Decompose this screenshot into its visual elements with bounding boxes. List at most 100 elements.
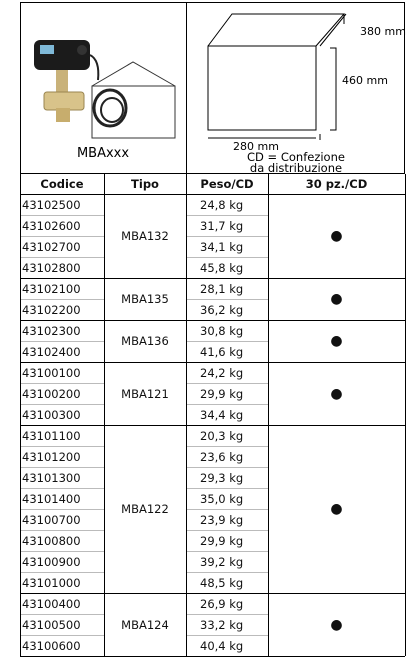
codice: 43100200 xyxy=(22,386,81,401)
row-rule xyxy=(186,341,268,342)
tipo: MBA136 xyxy=(121,334,169,348)
row-rule xyxy=(20,467,104,468)
group-rule xyxy=(20,320,405,321)
codice: 43102200 xyxy=(22,302,81,317)
group-rule xyxy=(20,593,405,594)
codice: 43100300 xyxy=(22,407,81,422)
row-rule xyxy=(186,509,268,510)
header-rule xyxy=(20,194,405,195)
peso: 31,7 kg xyxy=(200,218,244,233)
column-header: Peso/CD xyxy=(200,177,254,191)
codice: 43102600 xyxy=(22,218,81,233)
row-rule xyxy=(20,383,104,384)
codice: 43102800 xyxy=(22,260,81,275)
codice: 43102300 xyxy=(22,323,81,338)
pieces-mark: ● xyxy=(330,616,343,633)
codice: 43102400 xyxy=(22,344,81,359)
row-rule xyxy=(20,509,104,510)
tipo: MBA132 xyxy=(121,229,169,243)
tipo: MBA122 xyxy=(121,502,169,516)
pieces-mark: ● xyxy=(330,291,343,307)
peso: 41,6 kg xyxy=(200,344,244,359)
pieces-mark: ● xyxy=(330,333,343,349)
row-rule xyxy=(186,215,268,216)
codice: 43100100 xyxy=(22,365,81,380)
row-rule xyxy=(186,572,268,573)
tipo: MBA124 xyxy=(121,617,169,632)
peso: 24,2 kg xyxy=(200,365,244,380)
group-rule xyxy=(20,278,405,279)
codice: 43101100 xyxy=(22,428,81,443)
codice: 43100600 xyxy=(22,638,81,653)
peso: 34,4 kg xyxy=(200,407,244,422)
column-rule xyxy=(20,174,21,656)
row-rule xyxy=(186,530,268,531)
group-rule xyxy=(20,425,405,426)
tipo: MBA135 xyxy=(121,292,169,306)
peso: 34,1 kg xyxy=(200,239,244,254)
width-label: 280 mm xyxy=(233,140,279,153)
peso: 26,9 kg xyxy=(200,596,244,611)
row-rule xyxy=(20,341,104,342)
row-rule xyxy=(186,404,268,405)
peso: 45,8 kg xyxy=(200,260,244,275)
product-label: MBAxxx xyxy=(77,146,129,161)
depth-label: 380 mm xyxy=(360,25,406,38)
row-rule xyxy=(186,299,268,300)
pieces-mark: ● xyxy=(330,385,343,402)
codice: 43101000 xyxy=(22,575,81,590)
product-image xyxy=(34,40,176,139)
peso: 48,5 kg xyxy=(200,575,244,590)
group-rule xyxy=(20,362,405,363)
column-rule xyxy=(405,174,406,656)
peso: 24,8 kg xyxy=(200,197,244,212)
row-rule xyxy=(186,551,268,552)
peso: 36,2 kg xyxy=(200,302,244,317)
codice: 43100800 xyxy=(22,533,81,548)
row-rule xyxy=(20,635,104,636)
column-header: Codice xyxy=(40,177,84,191)
peso: 20,3 kg xyxy=(200,428,244,443)
column-rule xyxy=(104,174,105,656)
row-rule xyxy=(20,299,104,300)
peso: 29,3 kg xyxy=(200,470,244,485)
row-rule xyxy=(20,488,104,489)
row-rule xyxy=(20,530,104,531)
peso: 23,6 kg xyxy=(200,449,244,464)
peso: 35,0 kg xyxy=(200,491,244,506)
peso: 29,9 kg xyxy=(200,533,244,548)
caption-line2: da distribuzione xyxy=(250,161,342,175)
row-rule xyxy=(20,614,104,615)
package-diagram xyxy=(207,13,347,140)
codice: 43100700 xyxy=(22,512,81,527)
peso: 39,2 kg xyxy=(200,554,244,569)
row-rule xyxy=(20,236,104,237)
row-rule xyxy=(186,488,268,489)
codice: 43101300 xyxy=(22,470,81,485)
row-rule xyxy=(20,446,104,447)
row-rule xyxy=(186,467,268,468)
row-rule xyxy=(20,572,104,573)
row-rule xyxy=(186,383,268,384)
column-rule xyxy=(186,174,187,656)
pieces-mark: ● xyxy=(330,501,343,517)
row-rule xyxy=(186,236,268,237)
peso: 30,8 kg xyxy=(200,323,244,338)
row-rule xyxy=(20,215,104,216)
peso: 28,1 kg xyxy=(200,281,244,296)
column-header: Tipo xyxy=(131,177,159,191)
peso: 40,4 kg xyxy=(200,638,244,653)
peso: 23,9 kg xyxy=(200,512,244,527)
codice: 43101200 xyxy=(22,449,81,464)
row-rule xyxy=(20,551,104,552)
codice: 43102700 xyxy=(22,239,81,254)
peso: 29,9 kg xyxy=(200,386,244,401)
row-rule xyxy=(186,257,268,258)
header-frame xyxy=(20,2,405,174)
row-rule xyxy=(20,257,104,258)
peso: 33,2 kg xyxy=(200,617,244,632)
pieces-mark: ● xyxy=(330,228,343,244)
codice: 43100900 xyxy=(22,554,81,569)
row-rule xyxy=(186,614,268,615)
